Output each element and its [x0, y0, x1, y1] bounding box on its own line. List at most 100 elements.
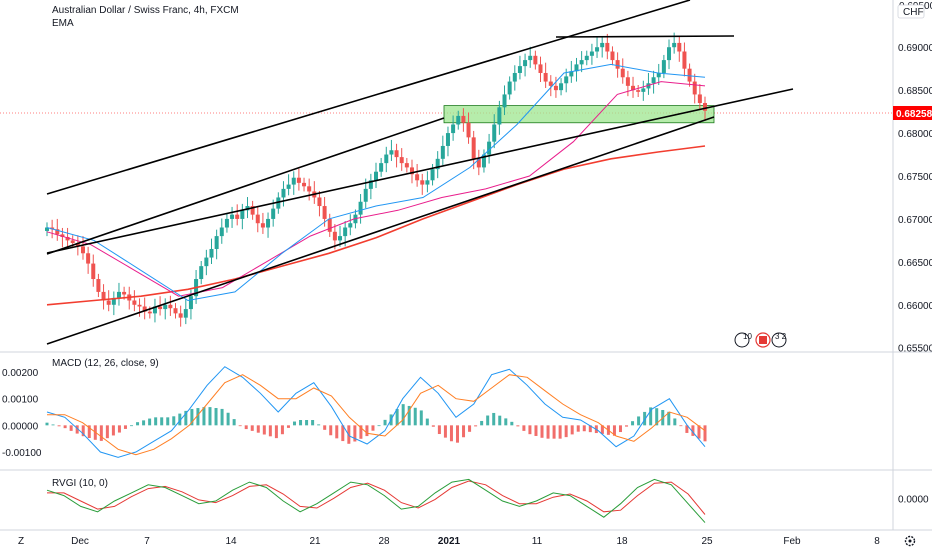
event-icon-first[interactable] [734, 332, 750, 348]
candle-body [584, 55, 589, 61]
candle-body [636, 90, 641, 92]
candle-body [523, 60, 528, 67]
candle-body [276, 197, 281, 209]
candle-body [600, 42, 605, 48]
support-zone [443, 105, 715, 124]
candle-body [50, 227, 55, 230]
macd-histogram-bar [160, 417, 164, 426]
candle-body [677, 42, 682, 52]
macd-histogram-bar [528, 425, 532, 435]
candle-body [492, 124, 497, 142]
candle-body [420, 180, 425, 185]
macd-label[interactable]: MACD (12, 26, close, 9) [52, 358, 159, 369]
candle-body [317, 197, 322, 207]
macd-histogram-bar [685, 425, 689, 433]
macd-histogram-bar [335, 425, 339, 439]
time-tick-label: 28 [378, 536, 390, 547]
candle-body [512, 72, 517, 82]
candle-body [533, 55, 538, 65]
channel-lower-line[interactable] [46, 88, 794, 254]
macd-histogram-bar [437, 425, 441, 435]
candle-body [327, 218, 332, 232]
macd-tick-label: 0.00100 [2, 395, 39, 406]
ema-fast-line [46, 63, 706, 302]
macd-histogram-bar [262, 425, 266, 435]
time-tick-label: 11 [532, 536, 543, 547]
channel-bottom-line[interactable] [46, 116, 715, 345]
candle-body [374, 171, 378, 181]
candle-body [281, 188, 286, 198]
candle-body [368, 180, 373, 189]
candle-body [132, 300, 137, 305]
candle-body [348, 223, 353, 228]
candle-body [214, 236, 219, 249]
trend-channel-layer[interactable] [46, 0, 794, 345]
event-icon-second-count: 3 2 [775, 332, 787, 341]
time-tick-label: 25 [701, 536, 713, 547]
candle-body [80, 246, 85, 254]
candle-body [425, 180, 430, 185]
indicator-label-ema[interactable]: EMA [52, 18, 74, 29]
event-icon-first-count: 10 [743, 332, 752, 341]
rvgi-label[interactable]: RVGI (10, 0) [52, 478, 108, 489]
candle-body [461, 115, 466, 123]
candle-body [615, 60, 620, 69]
candle-body [106, 300, 111, 305]
macd-histogram-bar [643, 411, 647, 426]
time-tick-label: 2021 [438, 536, 461, 547]
candle-body [451, 124, 456, 134]
macd-histogram-bar [274, 425, 278, 439]
macd-histogram-bar [371, 425, 375, 431]
candle-body [75, 242, 80, 247]
macd-histogram-bar [250, 425, 254, 431]
event-icon-group[interactable]: 10 3 2 [734, 332, 787, 348]
time-axis-z-button[interactable]: Z [18, 536, 24, 547]
macd-histogram-bar [612, 425, 616, 436]
macd-histogram-bar [69, 425, 73, 431]
price-axis-labels[interactable]: 0.69000 0.68500 0.68000 0.67500 0.67000 0.665… [898, 43, 932, 354]
macd-histogram-bar [75, 425, 79, 434]
macd-histogram-bar [99, 425, 103, 441]
macd-histogram-bar [305, 420, 309, 426]
currency-badge[interactable] [897, 4, 925, 19]
candle-body [528, 55, 533, 61]
macd-histogram-bar [443, 425, 447, 438]
macd-histogram-bar [63, 425, 67, 429]
ema-mid-line [46, 81, 706, 297]
macd-histogram-bar [576, 425, 580, 432]
macd-histogram-bar [220, 408, 224, 426]
candle-body [553, 85, 558, 91]
candle-body [260, 223, 265, 228]
candle-body [656, 72, 661, 78]
macd-histogram-bar [486, 415, 490, 426]
time-axis-labels[interactable]: Dec 7 14 21 28 2021 11 18 25 Feb 8 [71, 536, 880, 547]
macd-histogram-bar [377, 425, 381, 427]
candle-body [219, 227, 224, 237]
candle-body [672, 42, 677, 48]
macd-histogram-bar [552, 425, 556, 439]
event-icon-second[interactable] [771, 332, 787, 348]
gear-icon[interactable] [904, 535, 916, 547]
price-tick-label: 0.68500 [898, 86, 932, 97]
time-tick-label: Dec [71, 536, 89, 547]
macd-histogram-bar [293, 421, 297, 426]
macd-histogram-bar [449, 425, 453, 442]
channel-mid-line[interactable] [46, 117, 445, 255]
macd-histogram-bar [425, 418, 429, 426]
resistance-line[interactable] [555, 35, 735, 38]
macd-histogram-bar [117, 425, 121, 433]
candle-body [96, 279, 101, 292]
candle-body [332, 231, 337, 241]
macd-histogram-bar [172, 416, 176, 426]
macd-histogram-bar [600, 425, 604, 434]
candle-body [651, 77, 656, 84]
macd-histogram-bar [178, 413, 182, 426]
candle-body [338, 236, 343, 241]
channel-upper-line[interactable] [46, 0, 691, 195]
currency-label: CHF [903, 7, 924, 18]
candle-body [502, 94, 507, 108]
candle-body [137, 304, 142, 307]
candle-body [574, 64, 579, 72]
macd-histogram-bar [558, 425, 562, 439]
